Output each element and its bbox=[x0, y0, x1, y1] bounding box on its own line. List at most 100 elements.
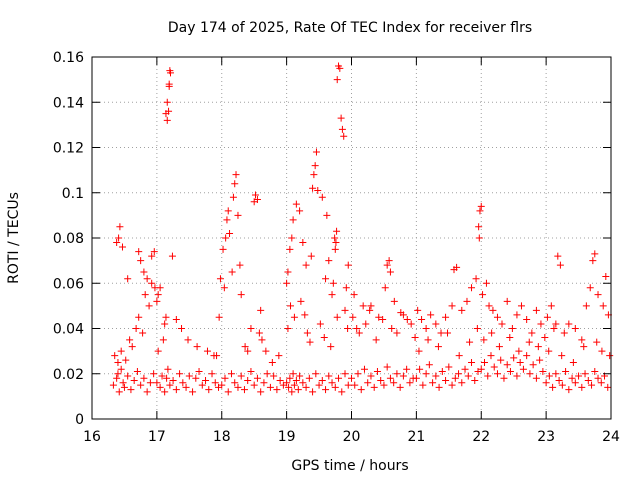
data-point bbox=[163, 98, 171, 106]
data-point bbox=[602, 272, 610, 280]
data-point bbox=[309, 388, 317, 396]
data-point bbox=[362, 320, 370, 328]
data-point bbox=[338, 388, 346, 396]
data-point bbox=[372, 336, 380, 344]
data-point bbox=[589, 257, 597, 265]
data-point bbox=[208, 370, 216, 378]
data-point bbox=[311, 162, 319, 170]
data-point bbox=[323, 211, 331, 219]
data-point bbox=[552, 320, 560, 328]
data-point bbox=[475, 234, 483, 242]
grid-lines bbox=[92, 57, 611, 419]
y-tick-label: 0.02 bbox=[53, 367, 84, 383]
x-axis-ticks: 16 17 18 19 20 21 22 23 24 bbox=[83, 57, 620, 445]
data-point bbox=[303, 329, 311, 337]
data-point bbox=[113, 239, 121, 247]
data-point bbox=[523, 352, 531, 360]
data-point bbox=[591, 367, 599, 375]
data-point bbox=[120, 383, 128, 391]
data-point bbox=[541, 334, 549, 342]
data-points bbox=[109, 62, 614, 396]
data-point bbox=[115, 234, 123, 242]
chart-title: Day 174 of 2025, Rate Of TEC Index for r… bbox=[168, 20, 532, 36]
data-point bbox=[493, 370, 501, 378]
data-point bbox=[318, 377, 326, 385]
data-point bbox=[594, 374, 602, 382]
data-point bbox=[240, 386, 248, 394]
data-point bbox=[455, 352, 463, 360]
data-point bbox=[565, 386, 573, 394]
data-point bbox=[237, 291, 245, 299]
data-point bbox=[221, 374, 229, 382]
data-point bbox=[484, 372, 492, 380]
data-point bbox=[341, 306, 349, 314]
data-point bbox=[528, 329, 536, 337]
data-point bbox=[432, 320, 440, 328]
data-point bbox=[133, 367, 141, 375]
data-point bbox=[251, 191, 259, 199]
data-point bbox=[176, 370, 184, 378]
data-point bbox=[299, 239, 307, 247]
data-point bbox=[127, 386, 135, 394]
data-point bbox=[434, 343, 442, 351]
data-point bbox=[294, 386, 302, 394]
data-point bbox=[286, 374, 294, 382]
data-point bbox=[189, 388, 197, 396]
data-point bbox=[331, 245, 339, 253]
data-point bbox=[418, 315, 426, 323]
data-point bbox=[584, 377, 592, 385]
data-point bbox=[556, 261, 564, 269]
data-point bbox=[122, 356, 130, 364]
data-point bbox=[289, 216, 297, 224]
data-point bbox=[463, 297, 471, 305]
data-point bbox=[328, 379, 336, 387]
data-point bbox=[403, 365, 411, 373]
data-point bbox=[250, 381, 258, 389]
data-point bbox=[241, 343, 249, 351]
data-point bbox=[468, 284, 476, 292]
data-point bbox=[283, 279, 291, 287]
data-point bbox=[135, 313, 143, 321]
data-point bbox=[445, 363, 453, 371]
data-point bbox=[419, 381, 427, 389]
data-point bbox=[539, 367, 547, 375]
y-tick-label: 0.1 bbox=[62, 186, 84, 202]
data-point bbox=[268, 358, 276, 366]
data-point bbox=[322, 386, 330, 394]
data-point bbox=[475, 223, 483, 231]
data-point bbox=[140, 268, 148, 276]
data-point bbox=[373, 367, 381, 375]
data-point bbox=[560, 329, 568, 337]
data-point bbox=[263, 370, 271, 378]
data-point bbox=[477, 202, 485, 210]
data-point bbox=[542, 379, 550, 387]
data-point bbox=[115, 388, 123, 396]
data-point bbox=[253, 374, 261, 382]
data-point bbox=[285, 383, 293, 391]
data-point bbox=[493, 313, 501, 321]
data-point bbox=[128, 343, 136, 351]
data-point bbox=[165, 80, 173, 88]
data-point bbox=[286, 245, 294, 253]
data-point bbox=[143, 388, 151, 396]
data-point bbox=[314, 186, 322, 194]
data-point bbox=[424, 336, 432, 344]
data-point bbox=[260, 379, 268, 387]
y-tick-label: 0.16 bbox=[53, 50, 84, 66]
data-point bbox=[468, 358, 476, 366]
data-point bbox=[442, 313, 450, 321]
data-point bbox=[517, 302, 525, 310]
data-point bbox=[312, 148, 320, 156]
data-point bbox=[234, 383, 242, 391]
data-point bbox=[599, 302, 607, 310]
data-point bbox=[168, 252, 176, 260]
data-point bbox=[296, 207, 304, 215]
data-point bbox=[255, 329, 263, 337]
x-tick-label: 18 bbox=[213, 429, 231, 445]
data-point bbox=[555, 377, 563, 385]
data-point bbox=[353, 325, 361, 332]
data-point bbox=[606, 352, 614, 360]
data-point bbox=[166, 67, 174, 75]
